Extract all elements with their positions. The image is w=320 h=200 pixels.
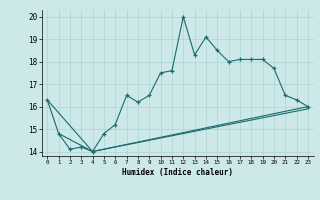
- X-axis label: Humidex (Indice chaleur): Humidex (Indice chaleur): [122, 168, 233, 177]
